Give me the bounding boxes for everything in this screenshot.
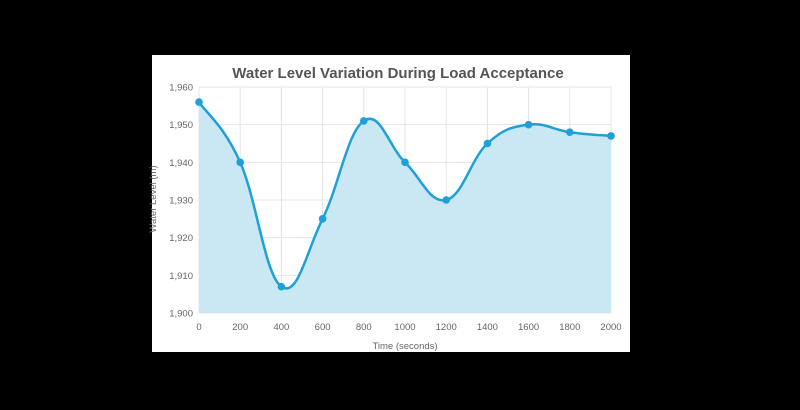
x-tick-label: 1600 (518, 322, 539, 333)
data-point (195, 98, 203, 106)
x-tick-label: 600 (315, 322, 331, 333)
x-tick-label: 1000 (394, 322, 415, 333)
x-tick-label: 200 (232, 322, 248, 333)
y-tick-label: 1,960 (169, 83, 193, 94)
x-tick-label: 1400 (477, 322, 498, 333)
chart-title: Water Level Variation During Load Accept… (232, 65, 563, 82)
data-point (483, 139, 492, 148)
y-tick-label: 1,950 (169, 120, 193, 131)
x-tick-label: 0 (196, 322, 201, 333)
y-tick-label: 1,920 (169, 233, 193, 244)
x-tick-label: 1200 (436, 322, 457, 333)
y-tick-labels: 1,900 1,910 1,920 1,930 1,940 1,950 1,960 (169, 83, 193, 320)
data-point (607, 132, 615, 140)
data-point (442, 196, 451, 204)
data-point (401, 158, 409, 167)
x-tick-label: 2000 (600, 322, 621, 333)
x-tick-label: 400 (273, 322, 289, 333)
data-point (360, 117, 368, 125)
data-point (524, 120, 533, 129)
area-fill (199, 102, 611, 313)
markers (195, 98, 615, 291)
x-tick-label: 800 (356, 322, 372, 333)
y-tick-label: 1,930 (169, 196, 193, 207)
data-point (236, 158, 244, 167)
y-tick-label: 1,940 (169, 158, 193, 169)
x-axis-label: Time (seconds) (372, 341, 437, 352)
data-point (566, 128, 574, 136)
y-axis-label: Water Level (m) (148, 165, 159, 232)
y-tick-label: 1,900 (169, 309, 193, 320)
x-tick-labels: 0 200 400 600 800 1000 1200 1400 1600 1800 2000 (196, 322, 621, 333)
data-point (277, 282, 286, 291)
data-point (318, 215, 327, 223)
y-tick-label: 1,910 (169, 271, 193, 282)
x-tick-label: 1800 (559, 322, 580, 333)
